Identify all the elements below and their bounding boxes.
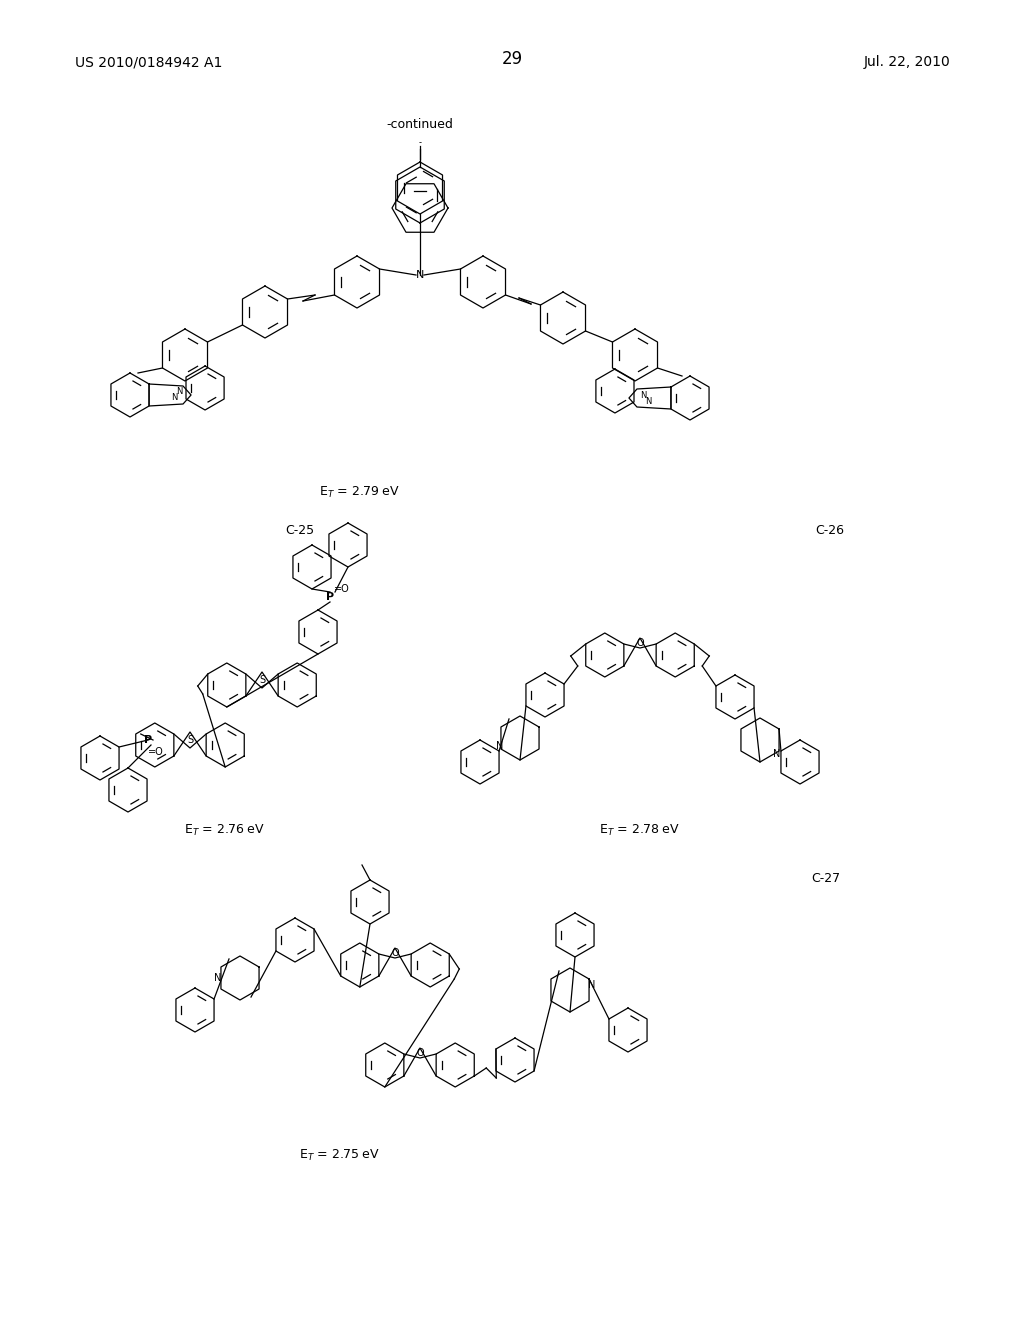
Text: C-25: C-25 xyxy=(286,524,314,536)
Text: =O: =O xyxy=(148,747,164,756)
Text: N: N xyxy=(640,391,646,400)
Text: S: S xyxy=(187,735,194,744)
Text: US 2010/0184942 A1: US 2010/0184942 A1 xyxy=(75,55,222,69)
Text: N: N xyxy=(416,271,424,280)
Text: -continued: -continued xyxy=(387,117,454,131)
Text: N: N xyxy=(773,750,780,759)
Text: P: P xyxy=(326,591,334,602)
Text: Jul. 22, 2010: Jul. 22, 2010 xyxy=(863,55,950,69)
Text: O: O xyxy=(391,948,398,958)
Text: C-27: C-27 xyxy=(811,871,840,884)
Text: N: N xyxy=(171,393,177,403)
Text: S: S xyxy=(259,675,265,685)
Text: N: N xyxy=(645,396,651,405)
Text: E$_T$ = 2.79 eV: E$_T$ = 2.79 eV xyxy=(319,484,400,499)
Text: O: O xyxy=(636,638,644,648)
Text: E$_T$ = 2.76 eV: E$_T$ = 2.76 eV xyxy=(184,822,265,838)
Text: 29: 29 xyxy=(502,50,522,69)
Text: N: N xyxy=(496,741,503,751)
Text: E$_T$ = 2.78 eV: E$_T$ = 2.78 eV xyxy=(599,822,681,838)
Text: N: N xyxy=(176,388,182,396)
Text: N: N xyxy=(589,979,596,990)
Text: O: O xyxy=(416,1048,424,1059)
Text: P: P xyxy=(144,735,152,744)
Text: -: - xyxy=(419,139,422,147)
Text: N: N xyxy=(214,973,221,983)
Text: E$_T$ = 2.75 eV: E$_T$ = 2.75 eV xyxy=(299,1147,381,1163)
Text: C-26: C-26 xyxy=(815,524,845,536)
Text: =O: =O xyxy=(334,583,350,594)
